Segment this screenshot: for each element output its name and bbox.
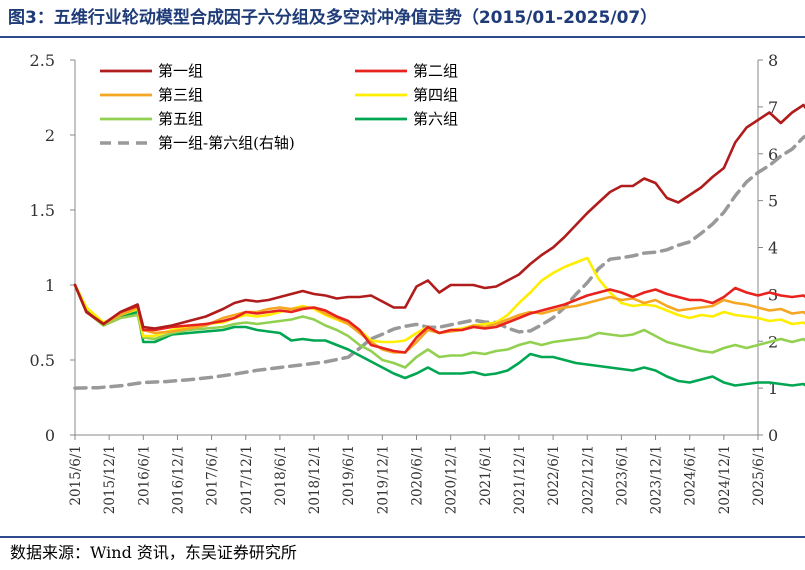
right-tick-label: 3 — [768, 285, 778, 304]
series-layer — [73, 103, 805, 390]
legend-label-4: 第四组 — [413, 86, 458, 104]
legend-label-2: 第二组 — [413, 62, 458, 80]
source-note: 数据来源：Wind 资讯，东吴证券研究所 — [10, 543, 297, 562]
series-line-5 — [73, 283, 805, 369]
series-line-6 — [73, 283, 805, 387]
x-tick-label: 2021/6/1 — [478, 445, 494, 506]
x-tick-label: 2017/6/1 — [205, 445, 221, 506]
x-tick-label: 2022/6/1 — [546, 445, 562, 506]
left-tick-label: 0.5 — [30, 351, 55, 370]
series-line-2 — [73, 283, 805, 354]
series-line-4 — [73, 256, 805, 344]
x-tick-label: 2024/12/1 — [717, 445, 733, 514]
x-tick-label: 2019/6/1 — [341, 445, 357, 506]
series-line-3 — [73, 283, 805, 354]
x-tick-label: 2015/12/1 — [102, 445, 118, 514]
x-tick-label: 2018/6/1 — [273, 445, 289, 506]
x-tick-label: 2022/12/1 — [580, 445, 596, 514]
legend-label-1: 第一组 — [158, 62, 203, 80]
left-tick-label: 2.5 — [30, 51, 55, 70]
x-tick-label: 2016/6/1 — [136, 445, 152, 506]
right-tick-label: 5 — [768, 192, 778, 211]
left-tick-label: 0 — [45, 426, 55, 445]
right-tick-label: 8 — [768, 51, 778, 70]
x-tick-label: 2019/12/1 — [375, 445, 391, 514]
x-tick-label: 2020/6/1 — [410, 445, 426, 506]
x-tick-label: 2023/12/1 — [649, 445, 665, 514]
series-line-7 — [73, 134, 805, 390]
right-tick-label: 1 — [768, 379, 778, 398]
x-tick-label: 2020/12/1 — [444, 445, 460, 514]
legend-label-6: 第六组 — [413, 110, 458, 128]
title-rule — [0, 36, 805, 38]
x-tick-label: 2024/6/1 — [683, 445, 699, 506]
x-tick-label: 2021/12/1 — [512, 445, 528, 514]
legend-label-7: 第一组-第六组(右轴) — [158, 134, 295, 152]
left-tick-label: 1 — [45, 276, 55, 295]
right-tick-label: 7 — [768, 98, 778, 117]
x-tick-label: 2016/12/1 — [170, 445, 186, 514]
right-tick-label: 0 — [768, 426, 778, 445]
x-tick-label: 2018/12/1 — [307, 445, 323, 514]
right-tick-label: 6 — [768, 145, 778, 164]
x-tick-label: 2025/6/1 — [751, 445, 767, 506]
chart-title: 图3：五维行业轮动模型合成因子六分组及多空对冲净值走势（2015/01-2025… — [8, 8, 658, 28]
legend-label-3: 第三组 — [158, 86, 203, 104]
x-tick-label: 2017/12/1 — [239, 445, 255, 514]
left-tick-label: 1.5 — [30, 201, 55, 220]
right-tick-label: 4 — [768, 239, 778, 258]
series-line-1 — [73, 103, 805, 330]
x-tick-label: 2023/6/1 — [614, 445, 630, 506]
left-tick-label: 2 — [45, 126, 55, 145]
x-tick-label: 2015/6/1 — [68, 445, 84, 506]
legend-label-5: 第五组 — [158, 110, 203, 128]
source-rule — [0, 536, 805, 538]
